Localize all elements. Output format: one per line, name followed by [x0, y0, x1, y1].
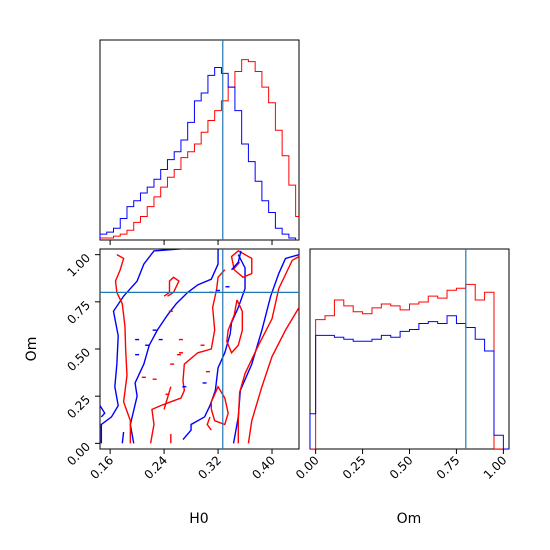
x-tick-label-h0-3: 0.40	[249, 453, 278, 482]
y-tick-label-om-2: 0.50	[64, 345, 93, 374]
contour-line-2	[100, 405, 106, 418]
contour-line-16	[232, 261, 241, 271]
contour-line-8	[206, 416, 212, 431]
contour-line-10	[237, 255, 299, 444]
y-tick-label-om-1: 0.25	[64, 392, 93, 421]
contour-line-14	[210, 385, 229, 426]
y-tick-label-om-0: 0.00	[64, 440, 93, 469]
panel-om-hist-frame	[309, 248, 510, 450]
x-tick-label-om-0: 0.00	[293, 453, 322, 482]
contour-line-5	[114, 254, 132, 444]
contour-line-17	[121, 431, 125, 444]
contour-line-15	[163, 276, 180, 297]
x-tick-label-h0-2: 0.32	[195, 453, 224, 482]
x-tick-label-h0-0: 0.16	[87, 453, 116, 482]
x-tick-label-om-3: 0.75	[434, 453, 463, 482]
om-hist-red-series	[310, 283, 509, 449]
contour-line-13	[226, 299, 244, 355]
h0-hist-red-series	[100, 59, 299, 240]
y-tick-label-om-4: 1.00	[64, 251, 93, 280]
om-histogram	[310, 249, 509, 449]
y-tick-label-om-3: 0.75	[64, 298, 93, 327]
contour-line-11	[247, 307, 299, 444]
contour-line-1	[129, 249, 219, 444]
contour-line-9	[163, 386, 172, 410]
axis-ticks: 0.16 0.24 0.32 0.40 0.00 0.00 0.25 0.25 0.50 0.50…	[64, 240, 509, 482]
x-tick-label-om-1: 0.25	[340, 453, 369, 482]
x-tick-label-om-4: 1.00	[481, 453, 510, 482]
contour-line-18	[231, 250, 242, 271]
x-tick-label-om-2: 0.50	[387, 453, 416, 482]
h0-hist-blue-series	[100, 67, 299, 240]
h0-om-contours	[100, 249, 299, 449]
contour-line-3	[182, 254, 246, 441]
om-hist-blue-series	[310, 315, 509, 449]
contour-line-0	[100, 249, 189, 444]
x-tick-label-h0-1: 0.24	[141, 453, 170, 482]
contour-line-4	[232, 253, 299, 444]
contour-line-6	[149, 269, 226, 444]
x-axis-label-om: Om	[397, 511, 422, 527]
h0-histogram	[100, 40, 299, 240]
contour-line-12	[230, 250, 253, 279]
panel-h0-hist-frame	[99, 39, 300, 241]
x-axis-label-h0: H0	[189, 511, 208, 527]
y-axis-label-om: Om	[24, 337, 40, 362]
